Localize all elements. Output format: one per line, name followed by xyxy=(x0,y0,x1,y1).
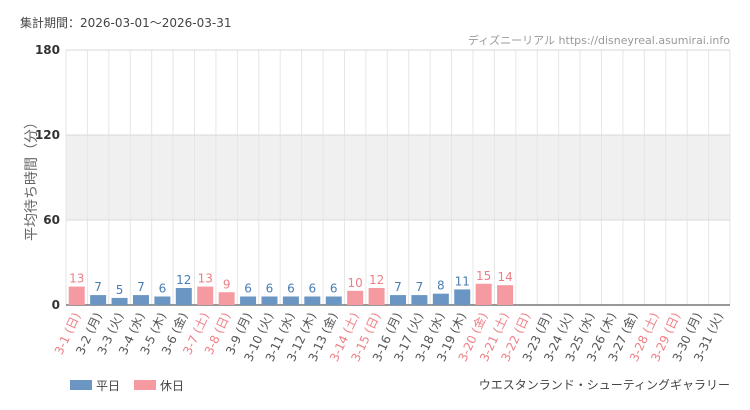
bar xyxy=(368,288,385,305)
bar xyxy=(111,297,128,305)
bar xyxy=(497,285,514,305)
shaded-band xyxy=(66,135,730,220)
value-label: 9 xyxy=(223,277,231,291)
value-label: 8 xyxy=(437,279,445,293)
legend-swatch xyxy=(70,380,92,390)
value-label: 12 xyxy=(176,273,191,287)
value-label: 12 xyxy=(369,273,384,287)
source: ディズニーリアル https://disneyreal.asumirai.inf… xyxy=(468,33,730,47)
bar xyxy=(175,288,192,305)
y-tick-label: 180 xyxy=(35,43,60,57)
bar xyxy=(454,289,471,305)
bar xyxy=(390,295,406,305)
value-label: 6 xyxy=(287,282,295,296)
y-tick-label: 60 xyxy=(43,213,60,227)
bar xyxy=(132,295,149,305)
value-label: 6 xyxy=(309,282,317,296)
value-label: 11 xyxy=(455,274,470,288)
value-label: 13 xyxy=(69,272,84,286)
bar xyxy=(475,283,492,305)
value-label: 6 xyxy=(330,282,338,296)
value-label: 10 xyxy=(348,276,363,290)
bar xyxy=(240,296,257,305)
bar xyxy=(411,295,428,305)
value-label: 5 xyxy=(116,283,124,297)
value-label: 13 xyxy=(198,272,213,286)
value-label: 6 xyxy=(244,282,252,296)
bar xyxy=(218,292,235,305)
bar xyxy=(68,286,85,305)
value-label: 6 xyxy=(159,282,167,296)
bar xyxy=(90,295,107,305)
bar xyxy=(347,290,364,305)
bar xyxy=(197,286,214,305)
value-label: 7 xyxy=(416,280,424,294)
bar xyxy=(325,296,342,305)
legend-swatch xyxy=(134,380,156,390)
legend-label: 平日 xyxy=(96,379,120,393)
bar xyxy=(154,296,171,305)
period: 集計期間：2026-03-01～2026-03-31 xyxy=(20,15,231,30)
value-label: 15 xyxy=(476,269,491,283)
bar xyxy=(304,296,321,305)
bar xyxy=(432,293,449,305)
bar xyxy=(261,296,278,305)
bar xyxy=(282,296,299,305)
y-tick-label: 120 xyxy=(35,128,60,142)
value-label: 14 xyxy=(497,270,512,284)
subject: ウエスタンランド・シューティングギャラリー xyxy=(479,378,730,392)
value-label: 7 xyxy=(394,280,402,294)
legend-label: 休日 xyxy=(160,379,184,393)
value-label: 7 xyxy=(94,280,102,294)
value-label: 7 xyxy=(137,280,145,294)
y-axis-label: 平均待ち時間（分） xyxy=(24,115,40,241)
y-tick-label: 0 xyxy=(52,298,60,312)
value-label: 6 xyxy=(266,282,274,296)
